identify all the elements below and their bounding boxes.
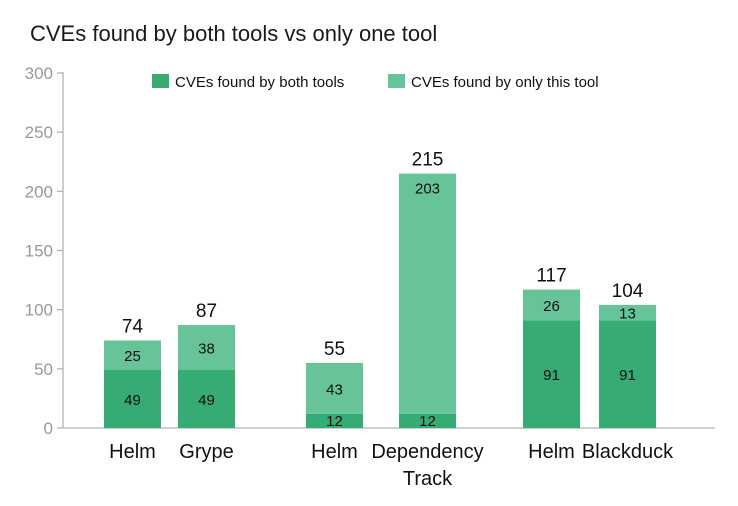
axes: 0 50 100 150 200 250 300 — [25, 64, 715, 438]
data-label-both: 49 — [198, 392, 215, 409]
x-tick-label: Track — [403, 468, 453, 490]
y-tick-label: 0 — [44, 419, 53, 438]
x-tick-label: Dependency — [371, 441, 483, 463]
x-tick-label: Helm — [528, 441, 575, 463]
data-label-only: 13 — [619, 306, 636, 323]
bar-segment-both — [178, 370, 235, 428]
y-tick-label: 250 — [25, 123, 53, 142]
data-label-total: 55 — [324, 339, 345, 360]
legend-label: CVEs found by only this tool — [411, 74, 599, 91]
data-label-both: 91 — [619, 367, 636, 384]
legend: CVEs found by both tools CVEs found by on… — [152, 74, 599, 91]
x-tick-label: Helm — [311, 441, 358, 463]
bar-segment-only — [599, 304, 656, 321]
bar-segment-only — [523, 289, 580, 321]
y-tick-label: 300 — [25, 64, 53, 83]
data-label-total: 215 — [412, 150, 444, 171]
y-tick-label: 50 — [34, 360, 53, 379]
legend-label: CVEs found by both tools — [175, 74, 344, 91]
bar-segment-only — [399, 173, 456, 414]
bar-segment-both — [399, 413, 456, 428]
data-label-both: 12 — [419, 413, 436, 430]
data-label-both: 91 — [543, 367, 560, 384]
bar-segment-both — [104, 370, 161, 428]
chart-title: CVEs found by both tools vs only one too… — [30, 21, 437, 46]
legend-swatch — [152, 74, 169, 88]
data-label-only: 43 — [326, 381, 343, 398]
y-tick-label: 100 — [25, 301, 53, 320]
bars: 49 25 74 Helm 49 38 87 Grype 12 43 55 Helm 12 203 215 D… — [104, 150, 674, 490]
data-label-total: 117 — [536, 266, 566, 287]
bar-segment-only — [178, 325, 235, 371]
bar-segment-only — [104, 340, 161, 371]
y-tick-label: 200 — [25, 182, 53, 201]
bar-segment-both — [306, 413, 363, 428]
data-label-both: 12 — [326, 413, 343, 430]
data-label-only: 25 — [124, 348, 141, 365]
bar-segment-only — [306, 362, 363, 414]
data-label-both: 49 — [124, 392, 141, 409]
data-label-total: 74 — [122, 316, 144, 337]
data-label-only: 38 — [198, 341, 215, 358]
x-tick-label: Grype — [179, 441, 233, 463]
y-tick-label: 150 — [25, 242, 53, 261]
legend-swatch — [388, 74, 405, 88]
data-label-total: 87 — [196, 301, 217, 322]
data-label-total: 104 — [612, 281, 644, 302]
bar-segment-both — [523, 320, 580, 428]
bar-segment-both — [599, 320, 656, 428]
data-label-only: 26 — [543, 298, 560, 315]
x-tick-label: Blackduck — [582, 441, 674, 463]
data-label-only: 203 — [415, 181, 440, 198]
x-tick-label: Helm — [109, 441, 156, 463]
